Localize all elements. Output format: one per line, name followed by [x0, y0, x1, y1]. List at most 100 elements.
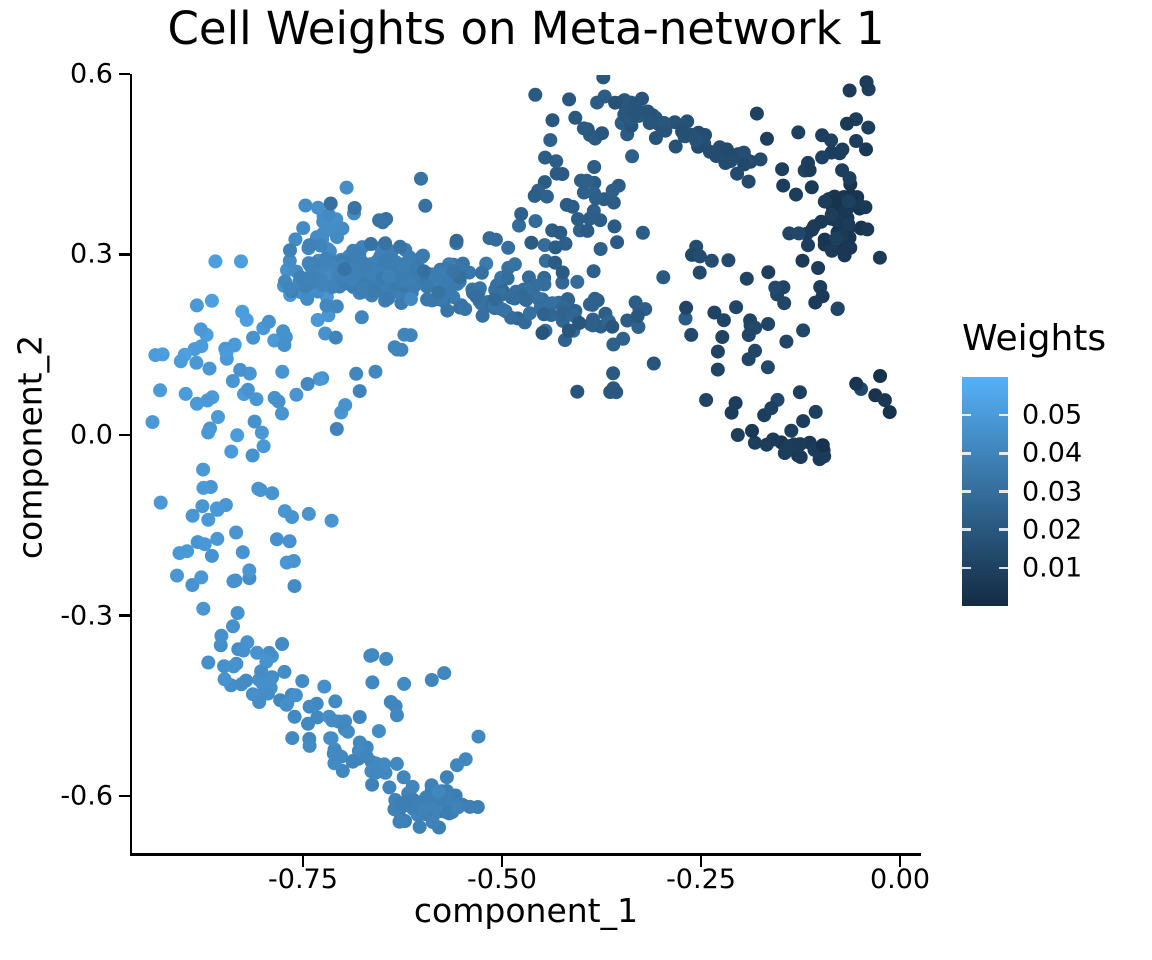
scatter-point	[605, 183, 620, 198]
scatter-point	[555, 275, 570, 290]
scatter-point	[501, 240, 516, 255]
scatter-point	[242, 563, 257, 578]
scatter-point	[228, 573, 243, 588]
scatter-point	[383, 695, 398, 709]
scatter-point	[196, 480, 211, 495]
scatter-point	[371, 724, 386, 739]
scatter-point	[436, 265, 451, 280]
scatter-point	[707, 305, 722, 320]
scatter-point	[379, 651, 394, 666]
scatter-point	[741, 174, 756, 189]
colorbar-tick-mark	[999, 490, 1008, 493]
scatter-point	[608, 95, 623, 110]
scatter-point	[616, 331, 631, 346]
plot-title: Cell Weights on Meta-network 1	[167, 2, 885, 55]
y-axis-line	[129, 74, 133, 856]
scatter-point	[180, 544, 195, 559]
scatter-point	[310, 313, 325, 327]
scatter-point	[784, 423, 799, 438]
scatter-point	[586, 264, 601, 279]
scatter-point	[646, 356, 661, 371]
scatter-point	[859, 142, 873, 157]
scatter-point	[285, 510, 299, 525]
scatter-point	[276, 324, 291, 339]
scatter-point	[245, 687, 260, 702]
scatter-point	[716, 313, 731, 328]
scatter-point	[710, 344, 725, 359]
scatter-point	[420, 279, 435, 294]
scatter-point	[189, 298, 204, 313]
scatter-point	[730, 428, 745, 442]
scatter-point	[394, 814, 409, 829]
y-tick-label: -0.3	[60, 600, 113, 632]
x-tick-label: -0.75	[268, 864, 338, 895]
scatter-point	[318, 251, 333, 266]
scatter-point	[378, 236, 393, 251]
scatter-point	[295, 674, 310, 689]
scatter-point	[804, 180, 819, 195]
scatter-point	[200, 393, 215, 408]
scatter-point	[318, 326, 333, 341]
scatter-point	[607, 219, 622, 234]
y-tick-label: 0.6	[70, 58, 113, 90]
colorbar-tick-label: 0.02	[1022, 514, 1083, 546]
scatter-point	[817, 232, 832, 247]
scatter-point	[277, 664, 292, 679]
scatter-point	[185, 508, 200, 523]
scatter-point	[606, 381, 621, 396]
scatter-point	[437, 666, 452, 681]
scatter-point	[721, 253, 736, 268]
colorbar-tick-mark	[962, 566, 971, 570]
scatter-point	[363, 648, 378, 663]
scatter-point	[796, 323, 811, 338]
scatter-point	[860, 222, 875, 237]
scatter-point	[419, 790, 434, 805]
scatter-point	[882, 405, 897, 420]
scatter-point	[201, 655, 216, 670]
scatter-point	[579, 173, 594, 188]
y-tick-label: 0.3	[70, 238, 113, 270]
scatter-point	[522, 306, 537, 321]
scatter-point	[439, 770, 454, 785]
scatter-point	[347, 201, 362, 215]
scatter-point	[729, 300, 744, 315]
scatter-point	[239, 673, 254, 688]
scatter-point	[792, 385, 807, 400]
scatter-point	[397, 676, 412, 691]
scatter-point	[396, 770, 411, 785]
scatter-point	[240, 635, 255, 650]
scatter-point	[440, 303, 455, 318]
scatter-point	[571, 212, 585, 227]
scatter-point	[745, 423, 759, 438]
scatter-point	[201, 512, 216, 527]
scatter-point	[335, 221, 350, 236]
scatter-point	[217, 672, 232, 687]
scatter-point	[658, 123, 673, 138]
scatter-point	[300, 291, 315, 306]
scatter-point	[153, 495, 168, 510]
scatter-point	[801, 238, 815, 253]
scatter-point	[507, 257, 522, 272]
scatter-point	[605, 319, 620, 334]
x-tick-mark	[898, 855, 902, 867]
scatter-point	[764, 401, 779, 416]
scatter-point	[759, 437, 774, 452]
scatter-point	[338, 398, 353, 413]
scatter-point	[824, 243, 839, 258]
scatter-point	[235, 304, 250, 319]
scatter-point	[537, 238, 552, 253]
scatter-point	[789, 187, 803, 202]
scatter-point	[381, 291, 395, 306]
scatter-point	[656, 270, 671, 285]
scatter-point	[196, 462, 211, 477]
scatter-point	[389, 756, 404, 771]
scatter-point	[538, 150, 553, 165]
scatter-point	[369, 765, 383, 780]
scatter-point	[365, 777, 380, 792]
scatter-point	[202, 361, 217, 376]
scatter-point	[277, 338, 292, 353]
scatter-point	[527, 188, 542, 203]
scatter-point	[811, 261, 826, 275]
scatter-point	[572, 316, 587, 330]
scatter-point	[329, 422, 344, 436]
